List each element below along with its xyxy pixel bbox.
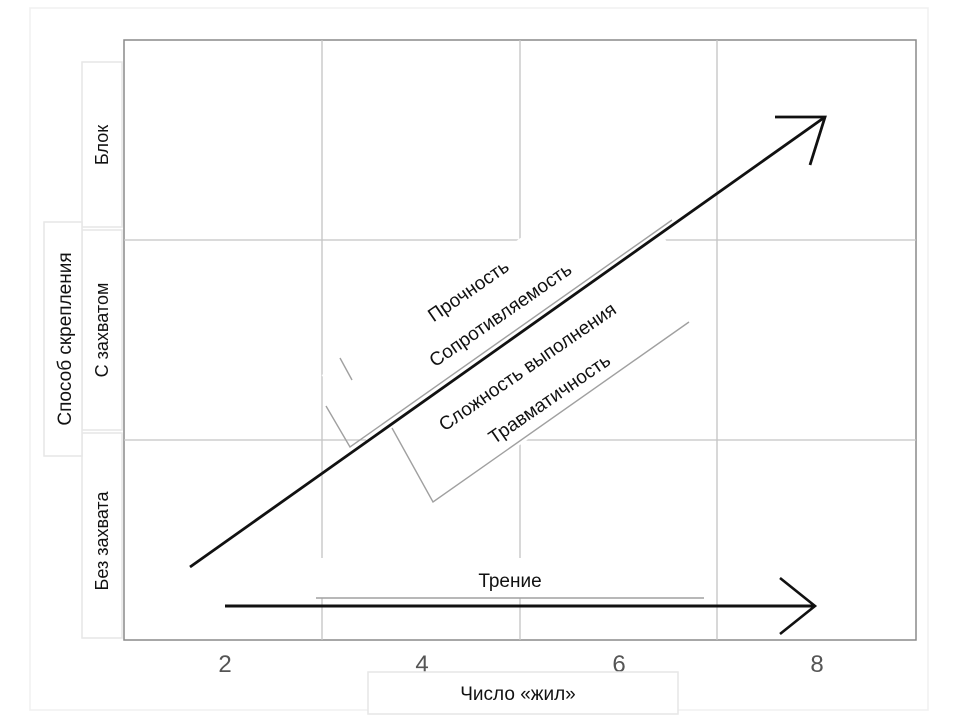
y-category-boxes: Блок С захватом Без захвата [81, 61, 123, 639]
x-axis-label-frame [367, 671, 679, 715]
diagonal-label-outline [391, 321, 690, 504]
y-axis-label-box: Способ скрепления [43, 221, 83, 457]
friction-label-background [316, 558, 704, 598]
diagonal-label-background [321, 170, 715, 516]
friction-label: Трение [478, 571, 541, 592]
x-tick-label: 2 [218, 651, 231, 678]
plot-area [123, 39, 917, 641]
diagonal-arrow [189, 115, 827, 569]
diagonal-label-outline [325, 219, 673, 449]
diagonal-label-panel [321, 170, 715, 516]
horizontal-arrow-head [779, 576, 818, 636]
y-axis-label: Способ скрепления [55, 252, 76, 425]
horizontal-arrow [225, 576, 818, 636]
y-category-label: Блок [92, 125, 112, 165]
y-category-label: С захватом [92, 283, 112, 378]
x-axis-label: Число «жил» [460, 684, 575, 705]
diagonal-arrow-head [775, 115, 827, 166]
y-category-label: Без захвата [92, 491, 112, 591]
y-category-frame [81, 432, 123, 639]
diagonal-label-outline [339, 357, 353, 381]
y-category-frame [81, 61, 123, 228]
x-axis-label-box: Число «жил» [367, 671, 679, 715]
y-axis-label-frame [43, 221, 83, 457]
friction-label-box: Трение [316, 558, 704, 599]
diagonal-arrow-shaft [189, 115, 826, 569]
x-tick-label: 8 [810, 651, 823, 678]
